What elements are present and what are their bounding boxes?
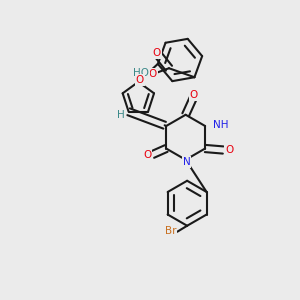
Text: N: N [183,157,190,167]
Text: O: O [136,75,144,85]
Text: O: O [153,48,161,58]
Text: O: O [225,145,233,155]
Text: NH: NH [213,120,228,130]
Text: O: O [148,69,157,79]
Text: HO: HO [133,68,149,78]
Text: O: O [190,90,198,100]
Text: O: O [143,149,152,160]
Text: H: H [117,110,125,120]
Text: Br: Br [165,226,176,236]
